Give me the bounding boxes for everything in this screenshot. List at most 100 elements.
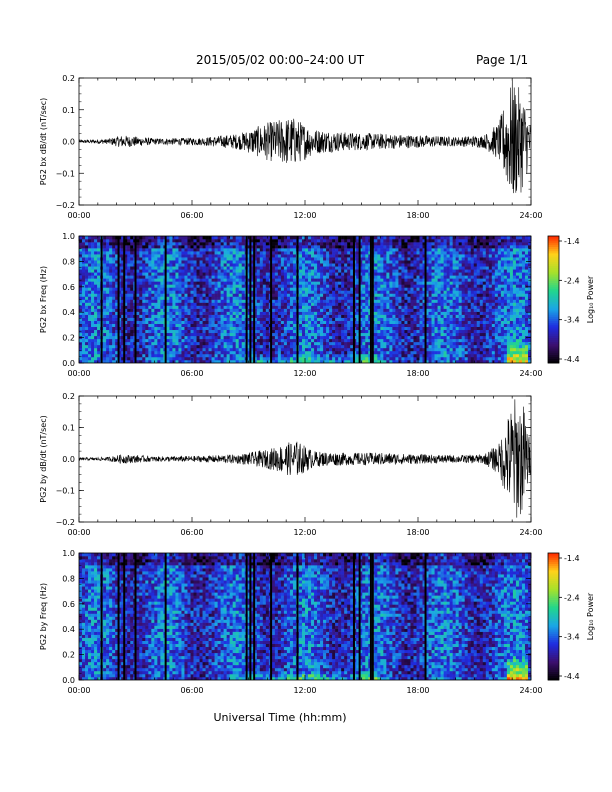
spectrogram-cell bbox=[271, 242, 276, 246]
spectrogram-cell bbox=[419, 341, 423, 346]
spectrogram-cell bbox=[392, 248, 396, 252]
spectrogram-cell bbox=[292, 272, 297, 276]
spectrogram-cell bbox=[217, 296, 221, 300]
spectrogram-cell bbox=[398, 338, 402, 343]
spectrogram-cell bbox=[338, 341, 342, 346]
spectrogram-cell bbox=[205, 239, 209, 243]
spectrogram-cell bbox=[253, 275, 258, 279]
spectrogram-cell bbox=[187, 335, 191, 340]
spectrogram-cell bbox=[160, 245, 164, 249]
spectrogram-cell bbox=[220, 332, 224, 337]
spectrogram-cell bbox=[320, 308, 324, 312]
spectrogram-cell bbox=[256, 323, 261, 328]
spectrogram-cell bbox=[112, 317, 116, 321]
spectrogram-cell bbox=[208, 353, 212, 358]
spectrogram-cell bbox=[148, 299, 152, 303]
spectrogram-cell bbox=[280, 323, 285, 328]
spectrogram-cell bbox=[109, 290, 113, 294]
spectrogram-cell bbox=[94, 320, 98, 324]
spectrogram-cell bbox=[250, 332, 255, 337]
spectrogram-cell bbox=[422, 272, 426, 276]
spectrogram-cell bbox=[428, 323, 432, 328]
spectrogram-cell bbox=[82, 350, 86, 355]
spectrogram-cell bbox=[196, 338, 200, 343]
spectrogram-cell bbox=[172, 257, 176, 261]
spectrogram-cell bbox=[145, 305, 149, 309]
spectrogram-cell bbox=[217, 248, 221, 252]
spectrogram-cell bbox=[88, 353, 92, 358]
spectrogram-cell bbox=[205, 263, 209, 267]
spectrogram-cell bbox=[265, 335, 270, 340]
spectrogram-cell bbox=[238, 341, 243, 346]
spectrogram-cell bbox=[404, 281, 408, 285]
spectrogram-cell bbox=[359, 239, 363, 243]
spectrogram-cell bbox=[118, 347, 122, 352]
spectrogram-cell bbox=[121, 353, 125, 358]
spectrogram-cell bbox=[341, 239, 345, 243]
spectrogram-cell bbox=[407, 338, 411, 343]
spectrogram-cell bbox=[148, 269, 152, 273]
spectrogram-cell bbox=[241, 293, 246, 297]
spectrogram-cell bbox=[127, 263, 131, 267]
spectrogram-cell bbox=[404, 287, 408, 291]
spectrogram-cell bbox=[286, 239, 291, 243]
spectrogram-cell bbox=[199, 251, 203, 255]
spectrogram-cell bbox=[292, 278, 297, 282]
spectrogram-cell bbox=[386, 239, 390, 243]
spectrogram-cell bbox=[226, 290, 230, 294]
spectrogram-cell bbox=[407, 353, 411, 358]
spectrogram-cell bbox=[320, 326, 324, 331]
spectrogram-cell bbox=[202, 245, 206, 249]
spectrogram-cell bbox=[250, 269, 255, 273]
spectrogram-cell bbox=[103, 311, 107, 315]
spectrogram-cell bbox=[184, 260, 188, 264]
spectrogram-cell bbox=[377, 353, 381, 358]
spectrogram-cell bbox=[121, 245, 125, 249]
spectrogram-cell bbox=[196, 347, 200, 352]
spectrogram-cell bbox=[314, 302, 318, 306]
spectrogram-cell bbox=[229, 317, 233, 321]
spectrogram-cell bbox=[392, 317, 396, 321]
spectrogram-cell bbox=[374, 338, 378, 343]
spectrogram-cell bbox=[148, 326, 152, 331]
spectrogram-cell bbox=[118, 344, 122, 349]
spectrogram-cell bbox=[217, 263, 221, 267]
spectrogram-cell bbox=[130, 293, 134, 297]
spectrogram-cell bbox=[223, 284, 227, 288]
spectrogram-cell bbox=[172, 269, 176, 273]
spectrogram-cell bbox=[347, 293, 351, 297]
spectrogram-cell bbox=[127, 341, 131, 346]
spectrogram-cell bbox=[395, 326, 399, 331]
spectrogram-cell bbox=[280, 326, 285, 331]
spectrogram-cell bbox=[347, 266, 351, 270]
spectrogram-cell bbox=[265, 344, 270, 349]
spectrogram-cell bbox=[274, 296, 279, 300]
spectrogram-cell bbox=[335, 272, 339, 276]
spectrogram-cell bbox=[157, 332, 161, 337]
spectrogram-cell bbox=[413, 296, 417, 300]
spectrogram-cell bbox=[184, 353, 188, 358]
spectrogram-cell bbox=[181, 323, 185, 328]
spectrogram-cell bbox=[410, 248, 414, 252]
spectrogram-cell bbox=[335, 353, 339, 358]
spectrogram-cell bbox=[404, 248, 408, 252]
spectrogram-cell bbox=[416, 323, 420, 328]
spectrogram-cell bbox=[214, 299, 218, 303]
spectrogram-cell bbox=[175, 287, 179, 291]
spectrogram-cell bbox=[181, 311, 185, 315]
spectrogram-cell bbox=[211, 239, 215, 243]
spectrogram-cell bbox=[130, 278, 134, 282]
spectrogram-cell bbox=[127, 329, 131, 334]
spectrogram-cell bbox=[196, 308, 200, 312]
spectrogram-cell bbox=[115, 281, 119, 285]
spectrogram-cell bbox=[401, 353, 405, 358]
spectrogram-cell bbox=[380, 335, 384, 340]
spectrogram-cell bbox=[169, 281, 173, 285]
spectrogram-cell bbox=[82, 308, 86, 312]
spectrogram-cell bbox=[404, 356, 408, 361]
spectrogram-cell bbox=[214, 332, 218, 337]
spectrogram-cell bbox=[226, 347, 230, 352]
spectrogram-cell bbox=[329, 254, 333, 258]
spectrogram-cell bbox=[407, 296, 411, 300]
spectrogram-cell bbox=[190, 320, 194, 324]
